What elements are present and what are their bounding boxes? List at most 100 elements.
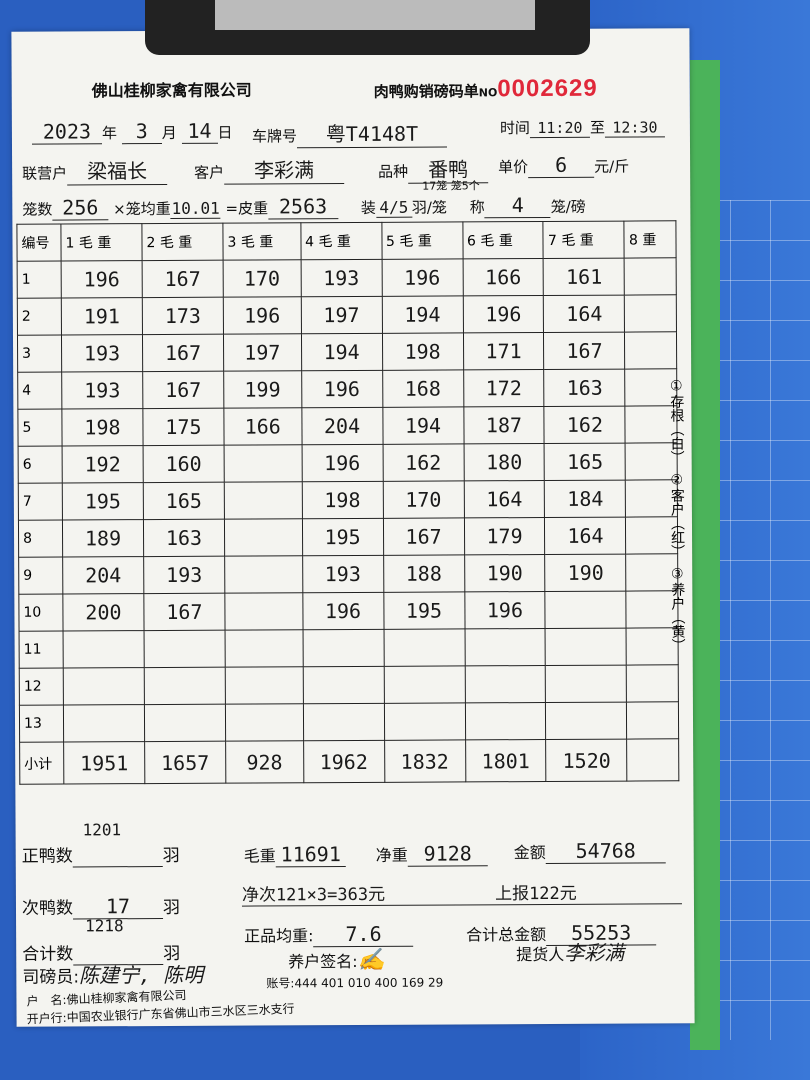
weight-cell: 196 <box>223 296 302 335</box>
second-label: 次鸭数 <box>21 898 74 919</box>
header-cell: 3 毛 重 <box>222 222 301 261</box>
total-count: 1218 <box>85 916 124 936</box>
account-field: 账号:444 401 010 400 169 29 <box>266 974 443 992</box>
weight-cell: 191 <box>61 297 143 336</box>
pack-label: 装 <box>360 198 376 217</box>
amount-label: 金额 <box>513 842 546 863</box>
header-cell: 5 毛 重 <box>381 221 463 260</box>
weight-cell: 164 <box>543 295 625 333</box>
weight-cell <box>144 667 226 705</box>
weight-cell: 198 <box>61 408 144 447</box>
weight-cell: 200 <box>62 593 145 632</box>
weight-cell: 193 <box>143 556 225 594</box>
table-row: 8 189 163 195 167 179 164 <box>18 516 678 558</box>
weight-cell: 196 <box>381 258 463 297</box>
weight-cell <box>383 702 466 741</box>
weight-cell: 193 <box>61 334 143 373</box>
weight-cell: 171 <box>462 332 545 370</box>
weigh-unit: 笼/磅 <box>550 197 586 216</box>
weight-cell: 195 <box>62 482 144 521</box>
weight-cell <box>224 555 303 594</box>
weight-cell <box>624 257 677 296</box>
weight-cell: 180 <box>463 443 545 481</box>
note-line: 净次121×3=363元 上报122元 <box>241 878 682 907</box>
avg-weight-field: 正品均重: 7.6 <box>244 921 414 948</box>
weigher-value: 陈建宁, 陈明 <box>79 962 204 988</box>
weight-cell: 196 <box>464 591 546 629</box>
weight-cell <box>383 665 465 704</box>
subtotal-cell: 928 <box>225 740 304 784</box>
price-value: 6 <box>528 152 595 179</box>
weight-cell: 197 <box>300 296 383 334</box>
report-note: 上报122元 <box>494 883 577 905</box>
weight-cell: 167 <box>142 371 224 409</box>
header-cell: 4 毛 重 <box>300 222 382 260</box>
weight-cell: 184 <box>544 480 626 518</box>
table-row: 6 192 160 196 162 180 165 <box>18 442 678 484</box>
weight-cell: 194 <box>382 406 464 445</box>
weight-cell: 193 <box>61 371 143 410</box>
weight-cell: 189 <box>62 519 144 558</box>
row-number: 13 <box>19 705 64 743</box>
weight-cell <box>144 704 226 742</box>
farmer-sig-label: 养户签名: <box>288 951 358 972</box>
unit: 羽 <box>162 897 181 918</box>
weight-cell: 188 <box>383 554 465 593</box>
good-duck-field: 正鸭数 1201 羽 <box>22 820 180 868</box>
customer-value: 李彩满 <box>224 154 345 185</box>
subtotal-cell: 1951 <box>63 741 145 785</box>
weight-cell: 195 <box>383 591 465 630</box>
subtotal-cell: 1520 <box>546 739 628 782</box>
weight-cell: 170 <box>382 480 464 519</box>
weight-cell: 194 <box>301 333 383 371</box>
weight-cell <box>624 331 677 370</box>
weight-cell: 162 <box>544 406 626 444</box>
weight-cell <box>302 703 385 741</box>
table-row: 12 <box>19 664 679 706</box>
weight-cell: 175 <box>142 408 225 446</box>
copy-legend: ①存根（白） ②客户（红） ③养户（黄） <box>667 378 688 652</box>
weight-cell <box>545 628 627 666</box>
weight-cell: 160 <box>143 445 225 483</box>
weight-cell: 166 <box>223 407 302 446</box>
table-row: 5 198 175 166 204 194 187 162 <box>17 405 678 447</box>
table-row: 10 200 167 196 195 196 <box>18 590 679 632</box>
cage-row: 笼数 256 ×笼均重10.01 =皮重 2563 装 4/5 羽/笼 称 4 笼/磅 <box>22 192 586 221</box>
weight-cell <box>63 630 145 669</box>
weight-cell: 172 <box>463 369 545 407</box>
account-label: 账号: <box>266 976 295 991</box>
weight-cell <box>302 666 384 704</box>
weigh-label: 称 <box>469 198 485 217</box>
tare-label: =皮重 <box>225 199 269 218</box>
weight-cell: 204 <box>62 556 144 595</box>
pickup-value: 李彩满 <box>564 940 625 965</box>
weight-cell <box>624 294 677 333</box>
table-row: 9 204 193 193 188 190 190 <box>18 553 678 595</box>
customer-field: 客户 李彩满 <box>194 154 345 185</box>
weight-cell: 196 <box>61 260 143 299</box>
weigher-label: 司磅员: <box>22 967 80 988</box>
weight-cell <box>224 592 303 631</box>
weight-cell <box>545 702 628 740</box>
time-from: 11:20 <box>529 118 590 139</box>
clip-plate <box>215 0 535 30</box>
weight-cell: 197 <box>223 333 302 372</box>
good-value: 1201 <box>72 820 163 868</box>
time-to: 12:30 <box>604 118 665 138</box>
avg-weight-value: 7.6 <box>313 921 414 948</box>
bank-label: 开户行: <box>26 1010 67 1027</box>
row-number: 2 <box>17 298 62 336</box>
price-unit: 元/斤 <box>594 157 630 176</box>
tare-value: 2563 <box>267 194 339 220</box>
weight-cell <box>224 629 303 668</box>
header-cell: 2 毛 重 <box>141 223 224 261</box>
table-row: 11 <box>19 627 679 669</box>
weight-cell: 196 <box>462 295 544 333</box>
weight-cell: 162 <box>382 443 464 482</box>
table-row: 4 193 167 199 196 168 172 163 <box>17 368 677 410</box>
breed-label: 品种 <box>378 162 409 181</box>
header-cell: 编号 <box>16 224 62 262</box>
subtotal-label: 小计 <box>19 742 64 785</box>
